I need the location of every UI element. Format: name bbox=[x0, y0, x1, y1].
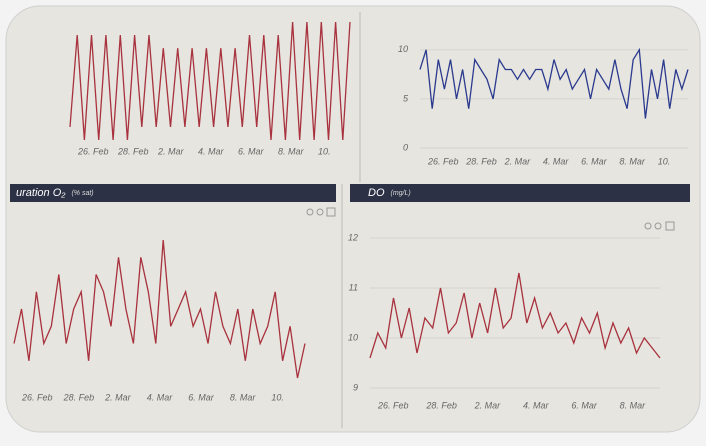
panel-title: DO bbox=[368, 187, 385, 199]
x-tick-label: 2. Mar bbox=[474, 400, 502, 410]
panel-unit: (mg/L) bbox=[391, 190, 411, 197]
y-tick-label: 9 bbox=[353, 382, 358, 392]
x-tick-label: 10. bbox=[271, 392, 284, 402]
x-tick-label: 10. bbox=[318, 146, 331, 156]
x-tick-label: 8. Mar bbox=[619, 156, 646, 166]
x-tick-label: 4. Mar bbox=[147, 392, 174, 402]
x-tick-label: 4. Mar bbox=[543, 156, 570, 166]
y-tick-label: 12 bbox=[348, 232, 358, 242]
x-tick-label: 8. Mar bbox=[620, 400, 647, 410]
x-tick-label: 6. Mar bbox=[571, 400, 598, 410]
screen-photo: 26. Feb 28. Feb 2. Mar 4. Mar 6. Mar 8. Mar 10… bbox=[0, 0, 706, 441]
y-tick-label: 11 bbox=[349, 282, 358, 292]
y-tick-label: 0 bbox=[403, 142, 408, 152]
x-tick-label: 26. Feb bbox=[427, 156, 459, 166]
x-tick-label: 28. Feb bbox=[117, 146, 149, 156]
x-tick-label: 28. Feb bbox=[465, 156, 497, 166]
x-tick-label: 26. Feb bbox=[21, 392, 53, 402]
x-tick-label: 2. Mar bbox=[104, 392, 132, 402]
x-tick-label: 10. bbox=[658, 156, 671, 166]
y-tick-label: 10 bbox=[348, 332, 358, 342]
x-tick-label: 8. Mar bbox=[278, 146, 305, 156]
x-tick-label: 2. Mar bbox=[157, 146, 185, 156]
x-tick-label: 6. Mar bbox=[238, 146, 265, 156]
page: 26. Feb 28. Feb 2. Mar 4. Mar 6. Mar 8. Mar 10… bbox=[0, 0, 706, 441]
x-tick-label: 6. Mar bbox=[581, 156, 608, 166]
x-tick-label: 2. Mar bbox=[504, 156, 532, 166]
panel-unit: (% sat) bbox=[71, 190, 93, 197]
x-tick-label: 4. Mar bbox=[198, 146, 225, 156]
x-tick-label: 26. Feb bbox=[377, 400, 409, 410]
x-tick-label: 6. Mar bbox=[188, 392, 215, 402]
x-tick-label: 8. Mar bbox=[230, 392, 257, 402]
x-tick-label: 26. Feb bbox=[77, 146, 109, 156]
x-tick-label: 28. Feb bbox=[63, 392, 95, 402]
x-tick-label: 28. Feb bbox=[425, 400, 457, 410]
panel-title: uration O₂ bbox=[16, 187, 66, 199]
y-tick-label: 10 bbox=[398, 44, 408, 54]
x-tick-label: 4. Mar bbox=[523, 400, 550, 410]
